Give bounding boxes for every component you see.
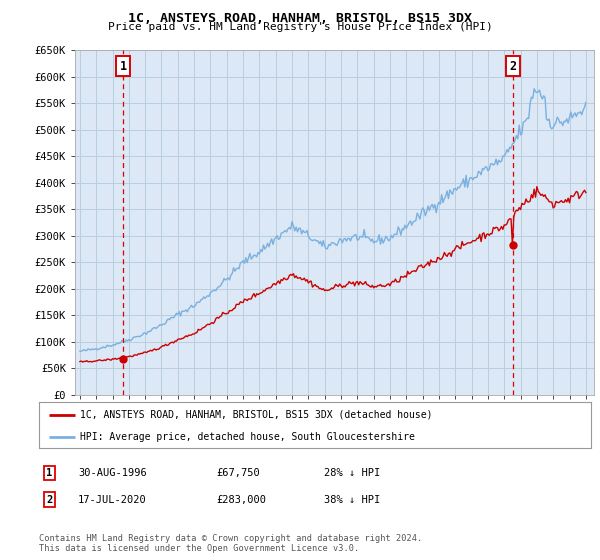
Text: 1: 1 bbox=[120, 60, 127, 73]
Text: £67,750: £67,750 bbox=[216, 468, 260, 478]
Text: 1: 1 bbox=[46, 468, 52, 478]
Text: 1C, ANSTEYS ROAD, HANHAM, BRISTOL, BS15 3DX: 1C, ANSTEYS ROAD, HANHAM, BRISTOL, BS15 … bbox=[128, 12, 472, 25]
Text: Price paid vs. HM Land Registry's House Price Index (HPI): Price paid vs. HM Land Registry's House … bbox=[107, 22, 493, 32]
Text: £283,000: £283,000 bbox=[216, 494, 266, 505]
Text: 2: 2 bbox=[509, 60, 517, 73]
Text: 30-AUG-1996: 30-AUG-1996 bbox=[78, 468, 147, 478]
Text: 28% ↓ HPI: 28% ↓ HPI bbox=[324, 468, 380, 478]
Text: HPI: Average price, detached house, South Gloucestershire: HPI: Average price, detached house, Sout… bbox=[80, 432, 415, 441]
Text: 1C, ANSTEYS ROAD, HANHAM, BRISTOL, BS15 3DX (detached house): 1C, ANSTEYS ROAD, HANHAM, BRISTOL, BS15 … bbox=[80, 410, 433, 420]
Text: Contains HM Land Registry data © Crown copyright and database right 2024.
This d: Contains HM Land Registry data © Crown c… bbox=[39, 534, 422, 553]
Text: 17-JUL-2020: 17-JUL-2020 bbox=[78, 494, 147, 505]
Text: 2: 2 bbox=[46, 494, 52, 505]
Text: 38% ↓ HPI: 38% ↓ HPI bbox=[324, 494, 380, 505]
